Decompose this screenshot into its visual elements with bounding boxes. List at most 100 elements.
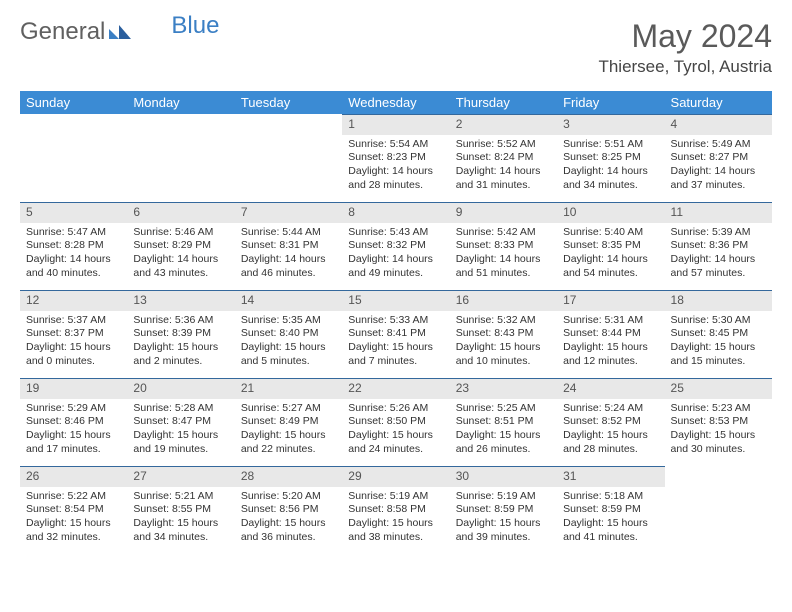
sunrise-label: Sunrise: xyxy=(26,314,67,326)
sunrise-label: Sunrise: xyxy=(563,490,604,502)
sunset-value: 8:32 PM xyxy=(387,239,426,251)
day-body: Sunrise: 5:52 AMSunset: 8:24 PMDaylight:… xyxy=(450,135,557,197)
sunset-label: Sunset: xyxy=(133,415,172,427)
sunrise-label: Sunrise: xyxy=(456,490,497,502)
calendar-table: Sunday Monday Tuesday Wednesday Thursday… xyxy=(20,91,772,554)
sunrise-label: Sunrise: xyxy=(26,490,67,502)
calendar-row: 19Sunrise: 5:29 AMSunset: 8:46 PMDayligh… xyxy=(20,378,772,466)
sunset-label: Sunset: xyxy=(348,239,387,251)
sunset-value: 8:39 PM xyxy=(172,327,211,339)
sunset-value: 8:54 PM xyxy=(65,503,104,515)
day-body: Sunrise: 5:18 AMSunset: 8:59 PMDaylight:… xyxy=(557,487,664,549)
day-number: 24 xyxy=(557,378,664,399)
calendar-cell: 24Sunrise: 5:24 AMSunset: 8:52 PMDayligh… xyxy=(557,378,664,466)
day-number: 5 xyxy=(20,202,127,223)
daylight-label: Daylight: xyxy=(671,341,715,353)
day-number: 6 xyxy=(127,202,234,223)
sunset-value: 8:55 PM xyxy=(172,503,211,515)
sunset-value: 8:24 PM xyxy=(494,151,533,163)
sunrise-label: Sunrise: xyxy=(348,138,389,150)
daylight-label: Daylight: xyxy=(456,517,500,529)
sunset-label: Sunset: xyxy=(133,327,172,339)
day-number: 4 xyxy=(665,114,772,135)
sunrise-value: 5:35 AM xyxy=(282,314,321,326)
day-body: Sunrise: 5:25 AMSunset: 8:51 PMDaylight:… xyxy=(450,399,557,461)
sunrise-value: 5:27 AM xyxy=(282,402,321,414)
day-body: Sunrise: 5:19 AMSunset: 8:58 PMDaylight:… xyxy=(342,487,449,549)
sunrise-label: Sunrise: xyxy=(671,226,712,238)
day-body: Sunrise: 5:33 AMSunset: 8:41 PMDaylight:… xyxy=(342,311,449,373)
day-number: 26 xyxy=(20,466,127,487)
day-number: 30 xyxy=(450,466,557,487)
day-body: Sunrise: 5:29 AMSunset: 8:46 PMDaylight:… xyxy=(20,399,127,461)
logo-text-1: General xyxy=(20,18,105,46)
sunrise-label: Sunrise: xyxy=(563,402,604,414)
sunrise-value: 5:47 AM xyxy=(67,226,106,238)
sunrise-label: Sunrise: xyxy=(563,138,604,150)
day-body: Sunrise: 5:39 AMSunset: 8:36 PMDaylight:… xyxy=(665,223,772,285)
sunset-label: Sunset: xyxy=(456,151,495,163)
col-friday: Friday xyxy=(557,91,664,114)
sunset-value: 8:46 PM xyxy=(65,415,104,427)
sunset-label: Sunset: xyxy=(456,327,495,339)
col-monday: Monday xyxy=(127,91,234,114)
day-body: Sunrise: 5:31 AMSunset: 8:44 PMDaylight:… xyxy=(557,311,664,373)
sunset-value: 8:58 PM xyxy=(387,503,426,515)
sunrise-value: 5:49 AM xyxy=(712,138,751,150)
sunrise-label: Sunrise: xyxy=(348,226,389,238)
daylight-label: Daylight: xyxy=(456,341,500,353)
sunset-label: Sunset: xyxy=(348,503,387,515)
sunrise-value: 5:31 AM xyxy=(605,314,644,326)
sunset-value: 8:44 PM xyxy=(602,327,641,339)
sunrise-label: Sunrise: xyxy=(671,314,712,326)
daylight-label: Daylight: xyxy=(348,253,392,265)
sunset-label: Sunset: xyxy=(563,239,602,251)
calendar-cell xyxy=(665,466,772,554)
daylight-label: Daylight: xyxy=(671,165,715,177)
sunset-value: 8:49 PM xyxy=(279,415,318,427)
sunset-value: 8:33 PM xyxy=(494,239,533,251)
col-tuesday: Tuesday xyxy=(235,91,342,114)
day-body: Sunrise: 5:27 AMSunset: 8:49 PMDaylight:… xyxy=(235,399,342,461)
calendar-cell: 21Sunrise: 5:27 AMSunset: 8:49 PMDayligh… xyxy=(235,378,342,466)
sunrise-label: Sunrise: xyxy=(348,490,389,502)
day-number: 20 xyxy=(127,378,234,399)
calendar-cell: 20Sunrise: 5:28 AMSunset: 8:47 PMDayligh… xyxy=(127,378,234,466)
logo-icon xyxy=(109,23,131,41)
logo-text-2: Blue xyxy=(171,12,219,40)
sunrise-value: 5:19 AM xyxy=(497,490,536,502)
sunset-value: 8:29 PM xyxy=(172,239,211,251)
sunset-label: Sunset: xyxy=(563,327,602,339)
calendar-cell: 18Sunrise: 5:30 AMSunset: 8:45 PMDayligh… xyxy=(665,290,772,378)
sunrise-label: Sunrise: xyxy=(133,226,174,238)
day-body: Sunrise: 5:47 AMSunset: 8:28 PMDaylight:… xyxy=(20,223,127,285)
daylight-label: Daylight: xyxy=(348,517,392,529)
col-wednesday: Wednesday xyxy=(342,91,449,114)
day-number: 11 xyxy=(665,202,772,223)
day-body: Sunrise: 5:20 AMSunset: 8:56 PMDaylight:… xyxy=(235,487,342,549)
calendar-cell: 14Sunrise: 5:35 AMSunset: 8:40 PMDayligh… xyxy=(235,290,342,378)
sunset-label: Sunset: xyxy=(133,503,172,515)
day-body: Sunrise: 5:43 AMSunset: 8:32 PM Daylight:… xyxy=(342,223,449,285)
sunrise-label: Sunrise: xyxy=(456,402,497,414)
day-number: 31 xyxy=(557,466,664,487)
day-body: Sunrise: 5:36 AMSunset: 8:39 PMDaylight:… xyxy=(127,311,234,373)
sunrise-label: Sunrise: xyxy=(133,314,174,326)
sunset-label: Sunset: xyxy=(348,415,387,427)
day-body: Sunrise: 5:22 AMSunset: 8:54 PMDaylight:… xyxy=(20,487,127,549)
sunrise-value: 5:29 AM xyxy=(67,402,106,414)
sunrise-value: 5:24 AM xyxy=(605,402,644,414)
calendar-cell: 16Sunrise: 5:32 AMSunset: 8:43 PMDayligh… xyxy=(450,290,557,378)
daylight-label: Daylight: xyxy=(348,341,392,353)
daylight-label: Daylight: xyxy=(133,341,177,353)
sunset-value: 8:36 PM xyxy=(709,239,748,251)
day-body: Sunrise: 5:35 AMSunset: 8:40 PMDaylight:… xyxy=(235,311,342,373)
day-body: Sunrise: 5:49 AMSunset: 8:27 PMDaylight:… xyxy=(665,135,772,197)
calendar-cell: 25Sunrise: 5:23 AMSunset: 8:53 PMDayligh… xyxy=(665,378,772,466)
sunrise-value: 5:43 AM xyxy=(390,226,429,238)
calendar-cell: 1Sunrise: 5:54 AMSunset: 8:23 PMDaylight… xyxy=(342,114,449,202)
sunset-label: Sunset: xyxy=(26,503,65,515)
sunset-value: 8:59 PM xyxy=(602,503,641,515)
day-number: 27 xyxy=(127,466,234,487)
calendar-cell: 27Sunrise: 5:21 AMSunset: 8:55 PMDayligh… xyxy=(127,466,234,554)
